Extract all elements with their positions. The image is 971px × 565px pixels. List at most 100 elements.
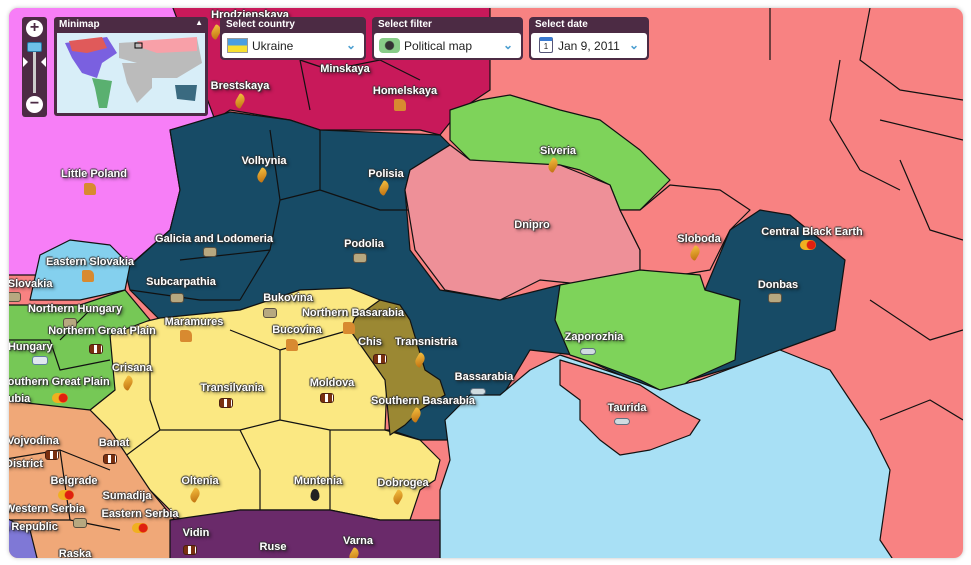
region-label[interactable]: Sloboda	[677, 233, 721, 245]
region-label[interactable]: Vojvodina	[9, 435, 59, 447]
minimap: Minimap ▲	[54, 17, 208, 116]
region-label[interactable]: Moldova	[309, 377, 355, 389]
chevron-down-icon: ⌄	[502, 38, 513, 52]
cow-icon	[320, 393, 334, 403]
region-label[interactable]: Eastern Slovakia	[45, 256, 135, 268]
region-label[interactable]: ral Hungary	[9, 341, 53, 353]
region-label[interactable]: Donbas	[757, 279, 799, 291]
region-label[interactable]: Little Poland	[61, 168, 127, 180]
deer-icon	[84, 183, 96, 195]
region-label[interactable]: Taurida	[607, 402, 647, 414]
grain-icon	[233, 92, 247, 110]
black-sea	[439, 349, 893, 558]
region-label[interactable]: Volhynia	[241, 155, 287, 167]
iron-icon	[9, 292, 21, 302]
fruit-icon	[132, 523, 148, 533]
deer-icon	[343, 322, 355, 334]
map-regions[interactable]	[9, 8, 963, 558]
oil-icon	[310, 489, 320, 501]
left-arrow-icon	[23, 57, 28, 67]
region-label[interactable]: a Republic	[9, 521, 58, 533]
country-dropdown[interactable]: Ukraine ⌄	[222, 33, 364, 58]
region-label[interactable]: Crisana	[111, 362, 153, 374]
minimap-view[interactable]	[57, 33, 205, 113]
zaporozhia-region	[554, 269, 741, 396]
region-label[interactable]: Podolia	[344, 238, 384, 250]
region-label[interactable]: Raska	[58, 548, 92, 558]
region-label[interactable]: Polisia	[368, 168, 404, 180]
country-value: Ukraine	[252, 39, 294, 53]
filter-label: Select filter	[378, 19, 432, 30]
grain-icon	[121, 374, 135, 392]
fruit-icon	[58, 490, 74, 500]
region-label[interactable]: Muntenia	[293, 475, 343, 487]
fruit-icon	[52, 393, 68, 403]
grain-icon	[391, 488, 405, 506]
region-label[interactable]: Siveria	[539, 145, 577, 157]
region-label[interactable]: ubia	[9, 393, 31, 405]
region-label[interactable]: Central Black Earth	[761, 226, 863, 238]
deer-icon	[82, 270, 94, 282]
region-label[interactable]: Vidin	[182, 527, 210, 539]
region-label[interactable]: Chis	[358, 336, 382, 348]
region-label[interactable]: Bassarabia	[454, 371, 514, 383]
region-label[interactable]: Minskaya	[320, 63, 370, 75]
cow-icon	[45, 450, 59, 460]
region-label[interactable]: Subcarpathia	[146, 276, 216, 288]
region-label[interactable]: Bucovina	[272, 324, 322, 336]
region-labels: Hrodzienskaya Minskaya Brestskaya Homels…	[9, 8, 963, 558]
region-label[interactable]: Northern Hungary	[27, 303, 123, 315]
region-label[interactable]: Transilvania	[200, 382, 264, 394]
ukraine-flag-icon	[227, 38, 248, 53]
region-label[interactable]: Bukovina	[263, 292, 313, 304]
region-label[interactable]: Southern Basarabia	[371, 395, 475, 407]
region-label[interactable]: Maramures	[164, 316, 224, 328]
iron-icon	[353, 253, 367, 263]
fish-icon	[614, 418, 630, 425]
date-dropdown[interactable]: 1 Jan 9, 2011 ⌄	[531, 33, 647, 58]
region-label[interactable]: Belgrade	[50, 475, 98, 487]
region-label[interactable]: District	[9, 458, 43, 470]
grain-icon	[347, 546, 361, 558]
region-label[interactable]: Southern Great Plain	[9, 376, 110, 388]
grain-icon	[409, 406, 423, 424]
region-label[interactable]: Oltenia	[181, 475, 219, 487]
region-label[interactable]: Brestskaya	[210, 80, 270, 92]
car-icon	[32, 356, 48, 365]
region-label[interactable]: Varna	[343, 535, 373, 547]
political-map[interactable]: Hrodzienskaya Minskaya Brestskaya Homels…	[9, 8, 963, 558]
region-label[interactable]: Northern Great Plain	[48, 325, 156, 337]
country-label: Select country	[226, 19, 295, 30]
minimap-viewport[interactable]	[134, 42, 143, 49]
region-label[interactable]: Zaporozhia	[564, 331, 624, 343]
iron-icon	[73, 518, 87, 528]
zoom-track[interactable]	[33, 43, 36, 93]
region-label[interactable]: Homelskaya	[372, 85, 438, 97]
fish-icon	[580, 348, 596, 355]
slovakia-region	[29, 239, 131, 301]
iron-icon	[170, 293, 184, 303]
region-label[interactable]: Transnistria	[394, 336, 458, 348]
chevron-down-icon: ⌄	[345, 38, 356, 52]
region-label[interactable]: Ruse	[259, 541, 287, 553]
date-value: Jan 9, 2011	[558, 39, 620, 53]
grain-icon	[377, 179, 391, 197]
filter-selector: Select filter Political map ⌄	[372, 17, 523, 60]
zoom-slider-handle[interactable]	[27, 42, 42, 52]
region-label[interactable]: Western Serbia	[9, 503, 85, 515]
region-label[interactable]: al Slovakia	[9, 278, 53, 290]
zoom-out-button[interactable]: −	[26, 96, 43, 113]
region-label[interactable]: Eastern Serbia	[101, 508, 179, 520]
minimap-collapse-icon[interactable]: ▲	[195, 18, 203, 27]
cow-icon	[219, 398, 233, 408]
filter-dropdown[interactable]: Political map ⌄	[374, 33, 521, 58]
region-label[interactable]: Banat	[98, 437, 130, 449]
region-label[interactable]: Northern Basarabia	[301, 307, 405, 319]
region-label[interactable]: Dnipro	[514, 219, 550, 231]
globe-icon	[379, 38, 400, 53]
iron-icon	[768, 293, 782, 303]
zoom-in-button[interactable]: +	[26, 20, 43, 37]
region-label[interactable]: Galicia and Lodomeria	[155, 233, 273, 245]
region-label[interactable]: Sumadija	[102, 490, 152, 502]
region-label[interactable]: Dobrogea	[377, 477, 429, 489]
